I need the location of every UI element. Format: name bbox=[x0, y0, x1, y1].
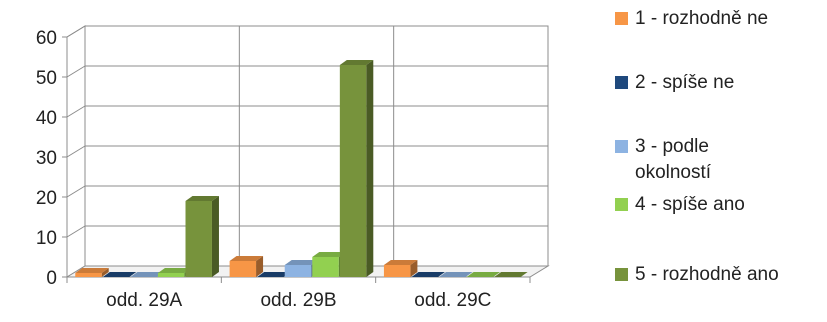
bar-top bbox=[466, 272, 501, 277]
bar-top bbox=[383, 260, 418, 265]
bar-top bbox=[185, 196, 219, 201]
bar bbox=[494, 272, 528, 277]
gridline-side bbox=[66, 145, 86, 158]
bar-top bbox=[411, 272, 445, 277]
bar-side bbox=[410, 260, 418, 277]
y-tick-label: 10 bbox=[36, 228, 57, 249]
bar-top bbox=[494, 272, 528, 277]
bar-front bbox=[383, 265, 411, 277]
bar-side bbox=[366, 60, 374, 277]
y-tick-label: 50 bbox=[36, 68, 57, 89]
legend-item: 1 - rozhodně ne bbox=[615, 6, 820, 32]
y-tick-label: 0 bbox=[46, 268, 57, 289]
legend-swatch bbox=[615, 198, 628, 211]
bar bbox=[466, 272, 501, 277]
legend-swatch bbox=[615, 140, 628, 153]
bar-top bbox=[257, 272, 291, 277]
bar bbox=[75, 268, 109, 277]
legend-item: 3 - podle okolností bbox=[615, 134, 755, 186]
x-tick-label: odd. 29B bbox=[260, 290, 336, 311]
legend-item: 4 - spíše ano bbox=[615, 192, 820, 218]
bar-side bbox=[256, 256, 264, 277]
gridline-side bbox=[66, 25, 86, 38]
bar-top bbox=[157, 268, 192, 273]
bar bbox=[229, 256, 264, 277]
legend-label: 4 - spíše ano bbox=[635, 194, 745, 215]
bar-front bbox=[339, 65, 367, 277]
legend-swatch bbox=[615, 12, 628, 25]
bar bbox=[185, 196, 219, 277]
bar-side bbox=[101, 268, 109, 277]
legend-swatch bbox=[615, 268, 628, 281]
bar-front bbox=[284, 265, 312, 277]
bar bbox=[257, 272, 291, 277]
x-tick-label: odd. 29C bbox=[414, 290, 491, 311]
y-tick-label: 60 bbox=[36, 28, 57, 49]
y-tick-label: 30 bbox=[36, 148, 57, 169]
bar-top bbox=[102, 272, 137, 277]
legend-item: 2 - spíše ne bbox=[615, 70, 820, 96]
bar bbox=[102, 272, 137, 277]
legend-swatch bbox=[615, 76, 628, 89]
gridline-side bbox=[66, 225, 86, 238]
bar-front bbox=[157, 273, 185, 277]
bar-top bbox=[312, 252, 346, 257]
bar-front bbox=[229, 261, 257, 277]
bar-front bbox=[312, 257, 339, 277]
bar-side bbox=[211, 196, 219, 277]
bar bbox=[411, 272, 445, 277]
legend-label: 1 - rozhodně ne bbox=[635, 8, 769, 29]
bar-top bbox=[339, 60, 374, 65]
bar-top bbox=[130, 272, 164, 277]
legend-label: 5 - rozhodně ano bbox=[635, 264, 779, 285]
gridline-side bbox=[66, 105, 86, 118]
bar-top bbox=[75, 268, 109, 273]
legend-item: 5 - rozhodně ano bbox=[615, 262, 820, 288]
bar-front bbox=[75, 273, 102, 277]
y-tick-label: 20 bbox=[36, 188, 57, 209]
gridline-side bbox=[66, 65, 86, 78]
bar bbox=[439, 272, 473, 277]
bar-top bbox=[439, 272, 473, 277]
legend-label: 3 - podle okolností bbox=[635, 136, 712, 183]
bar bbox=[383, 260, 418, 277]
bar bbox=[339, 60, 374, 277]
legend-label: 2 - spíše ne bbox=[635, 72, 735, 93]
bar-top bbox=[229, 256, 264, 261]
x-tick-label: odd. 29A bbox=[106, 290, 182, 311]
bar bbox=[130, 272, 164, 277]
bar-front bbox=[185, 201, 212, 277]
gridline-side bbox=[66, 185, 86, 198]
bar-top bbox=[284, 260, 319, 265]
y-tick-label: 40 bbox=[36, 108, 57, 129]
